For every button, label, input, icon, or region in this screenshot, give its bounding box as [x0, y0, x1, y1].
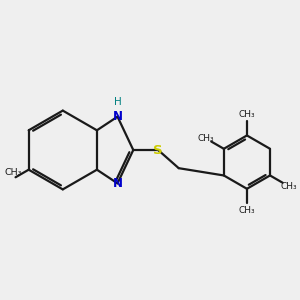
Text: CH₃: CH₃	[197, 134, 214, 143]
Text: CH₃: CH₃	[238, 110, 255, 119]
Text: CH₃: CH₃	[238, 206, 255, 214]
Text: CH₃: CH₃	[4, 168, 22, 177]
Text: H: H	[114, 97, 122, 106]
Text: N: N	[112, 177, 122, 190]
Text: CH₃: CH₃	[280, 182, 297, 190]
Text: N: N	[112, 110, 122, 123]
Text: S: S	[153, 143, 163, 157]
